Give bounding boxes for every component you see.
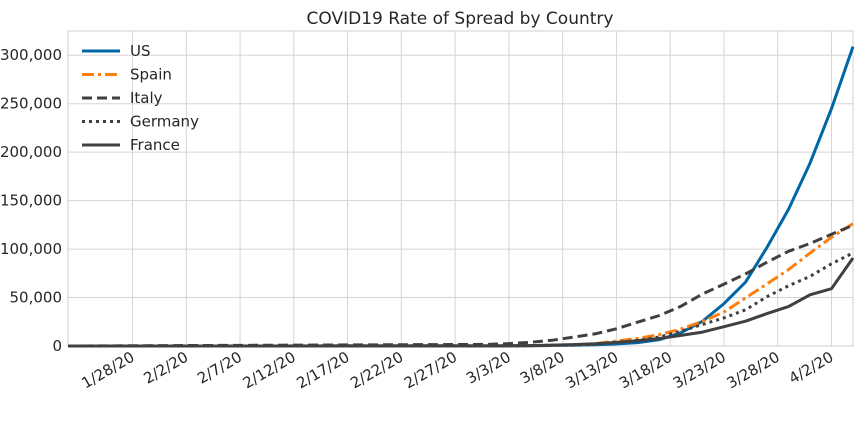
- series-line-france: [67, 257, 855, 348]
- legend-label-spain: Spain: [130, 66, 172, 84]
- y-axis-ticks: 0 50,000 100,000 150,000 200,000 250,000 300,0…: [0, 46, 62, 355]
- series-line-italy: [67, 223, 854, 348]
- legend-label-italy: Italy: [130, 89, 163, 107]
- x-tick-label: 3/13/20: [562, 348, 621, 393]
- x-tick-label: 3/23/20: [670, 348, 729, 393]
- legend-label-france: France: [130, 136, 180, 154]
- x-tick-label: 2/27/20: [401, 348, 460, 393]
- series-line-germany: [67, 251, 854, 348]
- x-tick-label: 3/8/20: [517, 348, 568, 388]
- x-tick-label: 2/12/20: [240, 348, 299, 393]
- chart-title: COVID19 Rate of Spread by Country: [307, 9, 614, 29]
- legend-label-germany: Germany: [130, 113, 199, 131]
- y-tick-label: 100,000: [0, 240, 62, 258]
- x-tick-label: 3/3/20: [463, 348, 514, 388]
- plot-border: [67, 30, 854, 347]
- series-line-us: [67, 46, 855, 348]
- legend-label-us: US: [130, 42, 151, 60]
- y-tick-label: 300,000: [0, 46, 62, 64]
- plot-area: [67, 30, 854, 347]
- y-tick-label: 50,000: [10, 289, 63, 307]
- x-tick-label: 4/2/20: [786, 348, 837, 388]
- series-lines: [67, 46, 855, 348]
- x-tick-label: 2/17/20: [294, 348, 353, 393]
- y-tick-label: 150,000: [0, 192, 62, 210]
- series-line-spain: [67, 222, 854, 348]
- y-tick-label: 200,000: [0, 143, 62, 161]
- legend: US Spain Italy Germany France: [82, 42, 199, 154]
- x-tick-label: 2/7/20: [194, 348, 245, 388]
- x-tick-label: 1/28/20: [78, 348, 137, 393]
- x-tick-label: 3/28/20: [724, 348, 783, 393]
- grid-lines: [68, 31, 853, 347]
- x-tick-label: 3/18/20: [616, 348, 675, 393]
- x-axis-ticks: 1/28/20 2/2/20 2/7/202/12/202/17/202/22/20…: [78, 348, 836, 393]
- x-tick-label: 2/2/20: [140, 348, 191, 388]
- y-tick-label: 250,000: [0, 95, 62, 113]
- y-tick-label: 0: [52, 337, 62, 355]
- x-tick-label: 2/22/20: [347, 348, 406, 393]
